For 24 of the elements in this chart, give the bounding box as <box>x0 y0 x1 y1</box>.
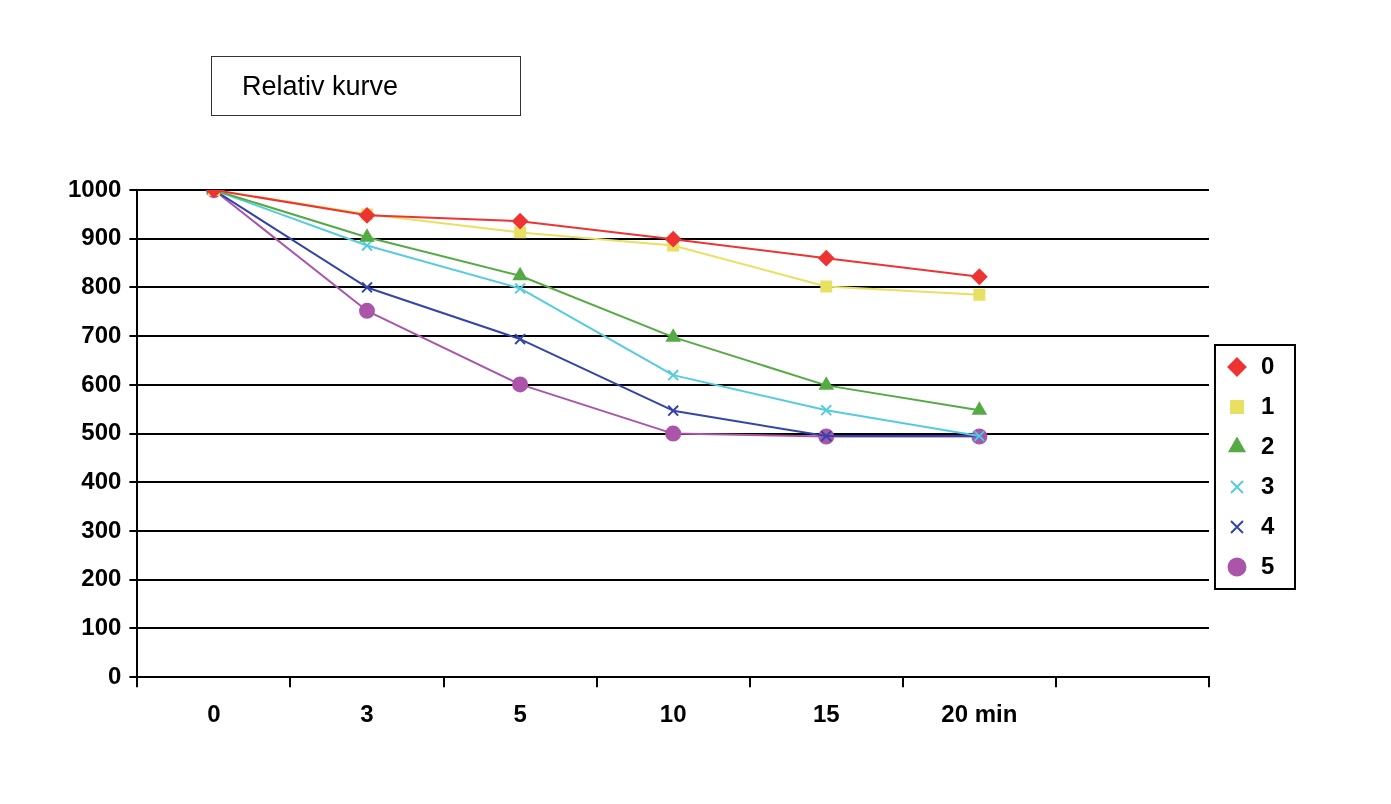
y-tick-label: 900 <box>81 223 122 251</box>
y-tick-label: 600 <box>81 369 122 397</box>
x-tick-label: 20 min <box>941 700 1018 728</box>
legend-label: 5 <box>1260 551 1281 579</box>
y-tick-label: 800 <box>81 272 122 300</box>
x-tick-label: 0 <box>207 700 221 728</box>
x-tick-label: 10 <box>659 700 687 728</box>
legend-label: 2 <box>1260 431 1281 459</box>
y-tick-label: 0 <box>108 661 122 689</box>
y-tick-label: 1000 <box>68 174 122 202</box>
x-tick-label: 15 <box>812 700 840 728</box>
legend-label: 4 <box>1260 511 1281 539</box>
y-tick-label: 500 <box>81 418 122 446</box>
legend-label: 1 <box>1260 391 1281 419</box>
legend-label: 0 <box>1260 351 1281 379</box>
y-tick-label: 300 <box>81 515 122 543</box>
y-tick-label: 400 <box>81 466 122 494</box>
chart-title: Relativ kurve <box>211 56 521 116</box>
y-tick-label: 100 <box>81 613 122 641</box>
y-tick-label: 200 <box>81 564 122 592</box>
legend-label: 3 <box>1260 471 1281 499</box>
x-tick-label: 5 <box>513 700 527 728</box>
y-tick-label: 700 <box>81 320 122 348</box>
x-tick-label: 3 <box>360 700 374 728</box>
